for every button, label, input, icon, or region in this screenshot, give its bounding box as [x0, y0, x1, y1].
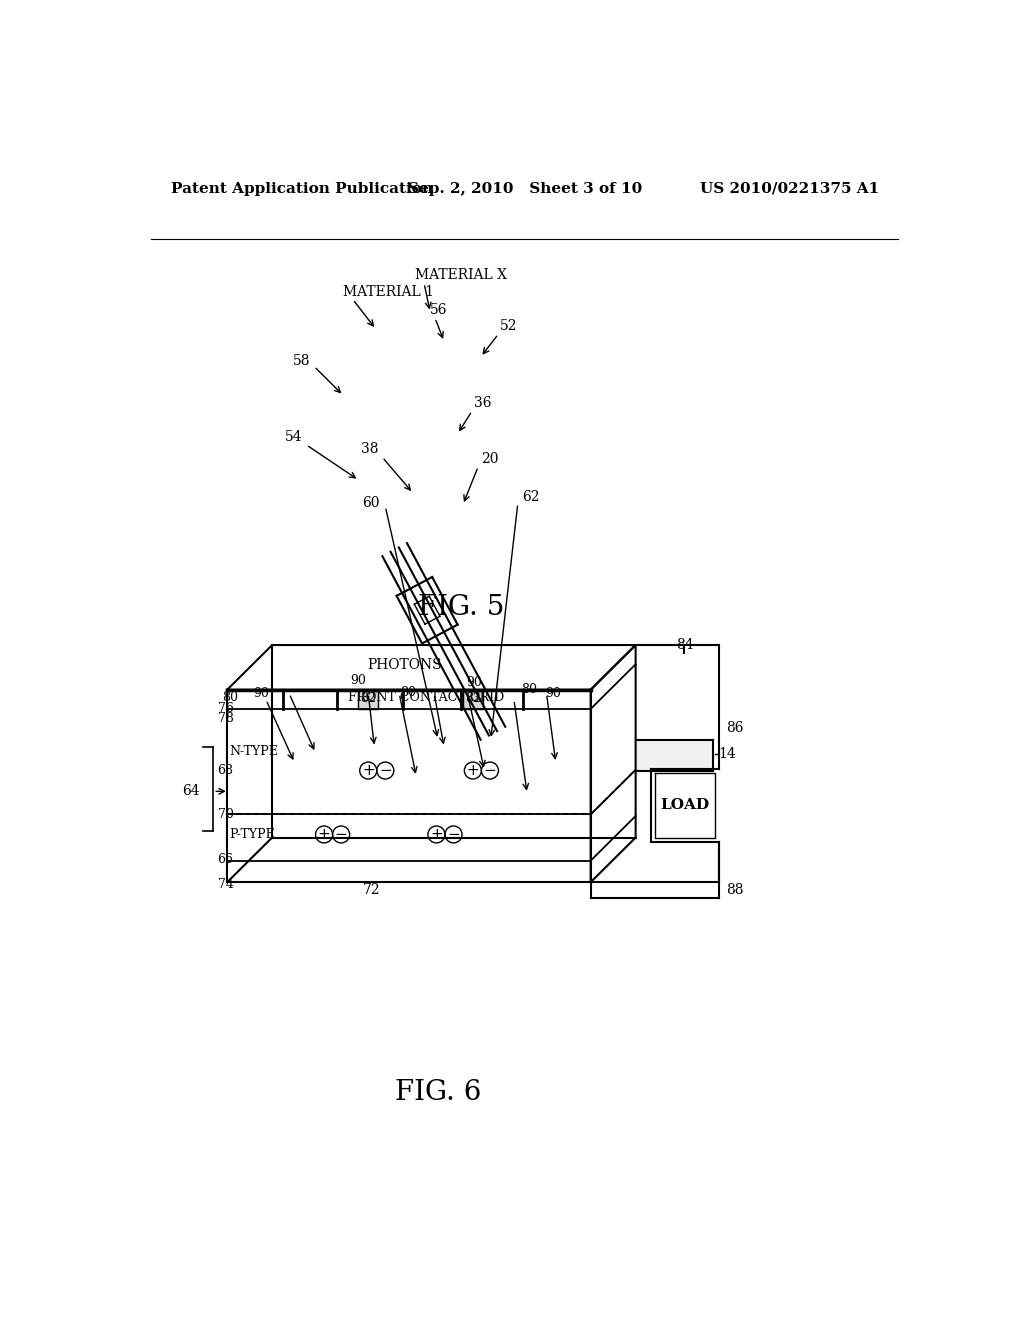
Text: −: −: [335, 826, 347, 842]
Text: N-TYPE: N-TYPE: [229, 744, 279, 758]
Text: Patent Application Publication: Patent Application Publication: [171, 182, 432, 195]
Text: 76: 76: [217, 702, 233, 715]
Text: 38: 38: [360, 442, 378, 457]
Text: MATERIAL X: MATERIAL X: [415, 268, 507, 282]
Text: 54: 54: [285, 430, 302, 444]
Polygon shape: [655, 774, 715, 838]
Text: 90: 90: [253, 686, 269, 700]
Text: 66: 66: [217, 853, 233, 866]
Text: 20: 20: [480, 451, 498, 466]
Text: 90: 90: [467, 676, 482, 689]
Text: 56: 56: [430, 304, 447, 317]
Text: US 2010/0221375 A1: US 2010/0221375 A1: [700, 182, 880, 195]
Text: +: +: [317, 826, 331, 842]
Text: 14: 14: [719, 747, 736, 760]
Text: 82: 82: [360, 693, 376, 705]
Text: PHOTONS: PHOTONS: [368, 659, 442, 672]
Text: 62: 62: [521, 490, 540, 504]
Text: 80: 80: [400, 685, 417, 698]
Text: FIG. 5: FIG. 5: [418, 594, 505, 620]
Text: +: +: [361, 763, 375, 777]
Text: 88: 88: [726, 883, 743, 896]
Text: MATERIAL 1: MATERIAL 1: [343, 285, 434, 298]
Text: 52: 52: [500, 319, 517, 333]
Text: Sep. 2, 2010   Sheet 3 of 10: Sep. 2, 2010 Sheet 3 of 10: [408, 182, 642, 195]
Text: 60: 60: [362, 496, 380, 511]
Text: −: −: [483, 763, 497, 777]
Text: 72: 72: [364, 883, 381, 896]
Text: +: +: [467, 763, 479, 777]
Text: 86: 86: [726, 721, 743, 735]
Text: P-TYPE: P-TYPE: [229, 828, 275, 841]
Text: 80: 80: [521, 684, 538, 696]
Text: 36: 36: [474, 396, 492, 411]
Text: 90: 90: [545, 686, 560, 700]
Polygon shape: [358, 692, 378, 709]
Polygon shape: [591, 645, 636, 882]
Text: +: +: [430, 826, 442, 842]
Polygon shape: [227, 689, 591, 882]
Text: 68: 68: [217, 764, 233, 777]
Bar: [295, 739, 713, 771]
Text: −: −: [379, 763, 391, 777]
Text: 80: 80: [222, 690, 238, 704]
Text: −: −: [447, 826, 460, 842]
Text: 64: 64: [182, 784, 200, 799]
Text: 70: 70: [217, 808, 233, 821]
Text: 90: 90: [350, 675, 367, 686]
Text: FIG. 6: FIG. 6: [395, 1078, 481, 1106]
Text: 58: 58: [293, 354, 310, 368]
Polygon shape: [463, 692, 483, 709]
Text: LOAD: LOAD: [659, 799, 709, 812]
Text: 82: 82: [465, 693, 481, 705]
Text: 84: 84: [676, 638, 693, 652]
Text: 78: 78: [217, 711, 233, 725]
Text: 74: 74: [217, 878, 233, 891]
Text: FRONT CONTACT GRID: FRONT CONTACT GRID: [348, 690, 505, 704]
Polygon shape: [227, 645, 636, 689]
